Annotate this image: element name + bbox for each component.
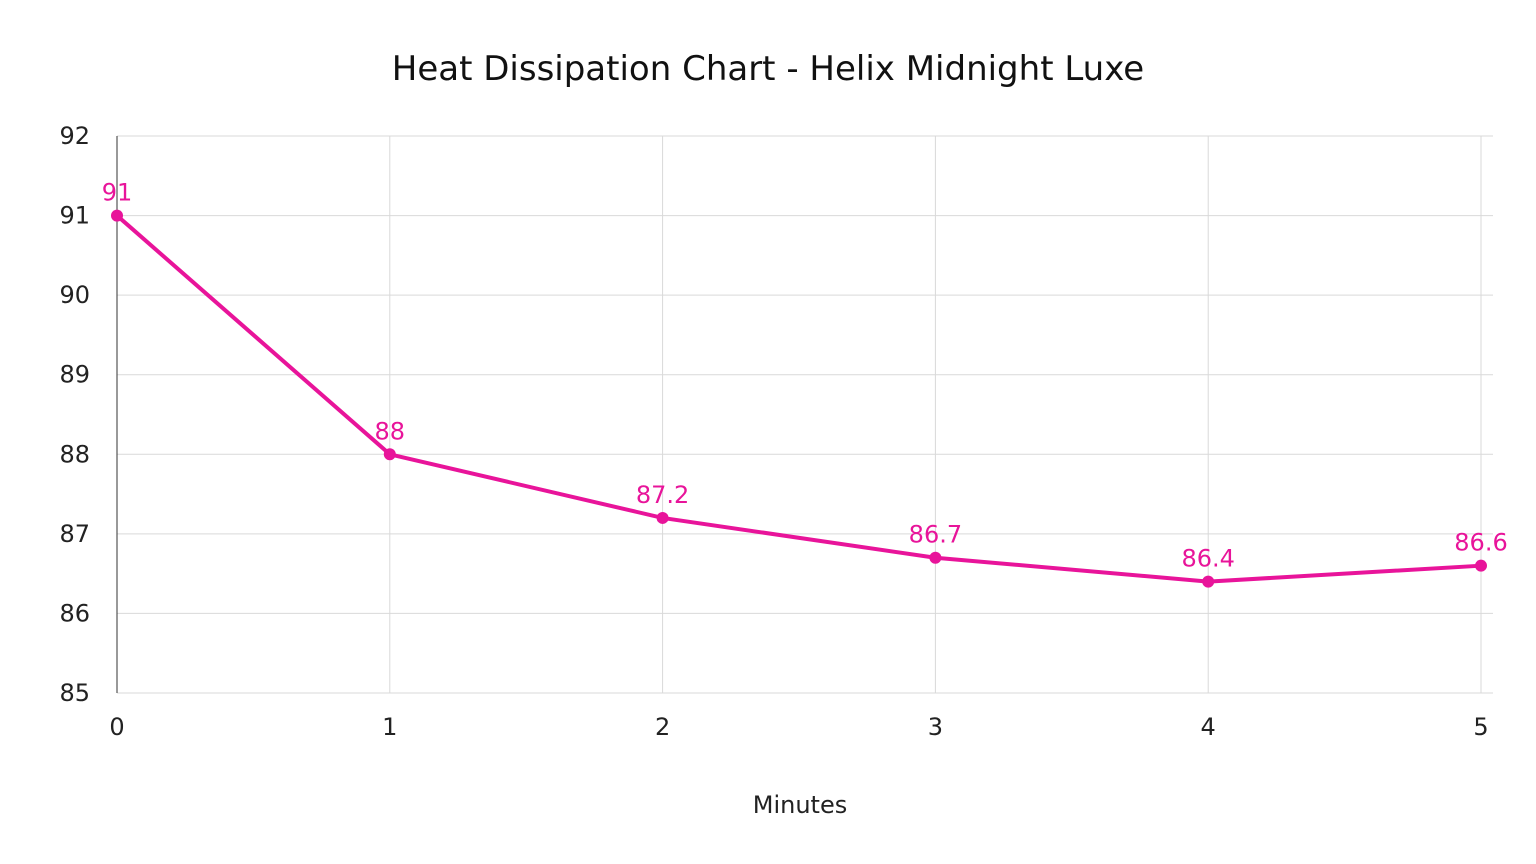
x-tick-label: 0 bbox=[109, 713, 124, 741]
gridlines bbox=[117, 135, 1493, 694]
data-point bbox=[383, 448, 396, 461]
y-tick-label: 90 bbox=[59, 281, 90, 309]
x-tick-label: 3 bbox=[928, 713, 943, 741]
series-line bbox=[111, 209, 1487, 588]
x-tick-label: 2 bbox=[655, 713, 670, 741]
data-labels: 91 88 87.2 86.7 86.4 86.6 bbox=[102, 179, 1508, 573]
data-point bbox=[929, 551, 942, 564]
x-tick-label: 5 bbox=[1473, 713, 1488, 741]
chart-title: Heat Dissipation Chart - Helix Midnight … bbox=[392, 49, 1144, 89]
y-tick-label: 87 bbox=[59, 520, 90, 548]
x-tick-label: 1 bbox=[382, 713, 397, 741]
y-tick-label: 91 bbox=[59, 202, 90, 230]
data-label: 86.6 bbox=[1454, 529, 1507, 557]
data-label: 86.4 bbox=[1181, 545, 1234, 573]
data-point bbox=[1202, 575, 1215, 588]
series-line-path bbox=[115, 213, 1483, 584]
data-point bbox=[656, 511, 669, 524]
x-axis-ticks: 0 1 2 3 4 5 bbox=[109, 713, 1488, 741]
data-label: 87.2 bbox=[636, 481, 689, 509]
y-tick-label: 89 bbox=[59, 361, 90, 389]
y-tick-label: 85 bbox=[59, 679, 90, 707]
x-tick-label: 4 bbox=[1201, 713, 1216, 741]
y-tick-label: 92 bbox=[59, 122, 90, 150]
data-point bbox=[111, 209, 123, 222]
data-label: 86.7 bbox=[909, 521, 962, 549]
y-tick-label: 86 bbox=[59, 599, 90, 627]
data-label: 91 bbox=[102, 179, 133, 207]
x-axis-label: Minutes bbox=[753, 791, 847, 819]
data-point bbox=[1475, 559, 1487, 572]
y-tick-label: 88 bbox=[59, 440, 90, 468]
data-label: 88 bbox=[375, 417, 406, 445]
y-axis-ticks: 85 86 87 88 89 90 91 92 bbox=[59, 122, 90, 707]
